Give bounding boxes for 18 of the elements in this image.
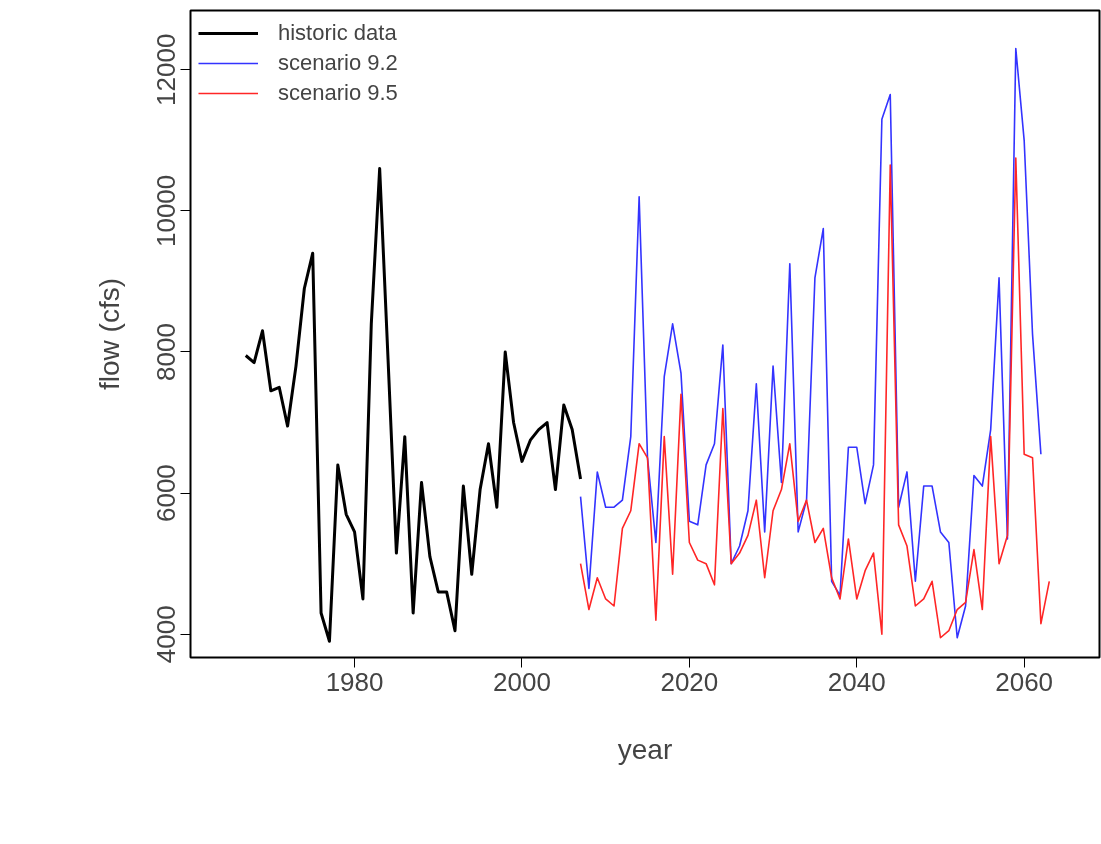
- y-tick-label: 6000: [151, 464, 182, 523]
- x-axis-title: year: [617, 733, 673, 765]
- y-tick-label: 4000: [151, 605, 182, 664]
- line-series: [244, 167, 583, 643]
- x-tick-label: 1980: [325, 666, 384, 697]
- line-series: [579, 157, 1051, 639]
- legend-label: scenario 9.5: [278, 79, 398, 107]
- legend-label: scenario 9.2: [278, 49, 398, 77]
- x-tick-label: 2020: [660, 666, 719, 697]
- y-axis-title: flow (cfs): [93, 278, 125, 390]
- x-tick-label: 2000: [493, 666, 551, 697]
- legend-label: historic data: [278, 19, 397, 47]
- y-tick-label: 10000: [151, 174, 182, 248]
- x-tick-label: 2040: [827, 666, 886, 697]
- y-tick-label: 12000: [151, 33, 182, 106]
- y-tick-label: 8000: [151, 323, 182, 381]
- x-tick-label: 2060: [995, 666, 1054, 697]
- line-series: [579, 47, 1042, 639]
